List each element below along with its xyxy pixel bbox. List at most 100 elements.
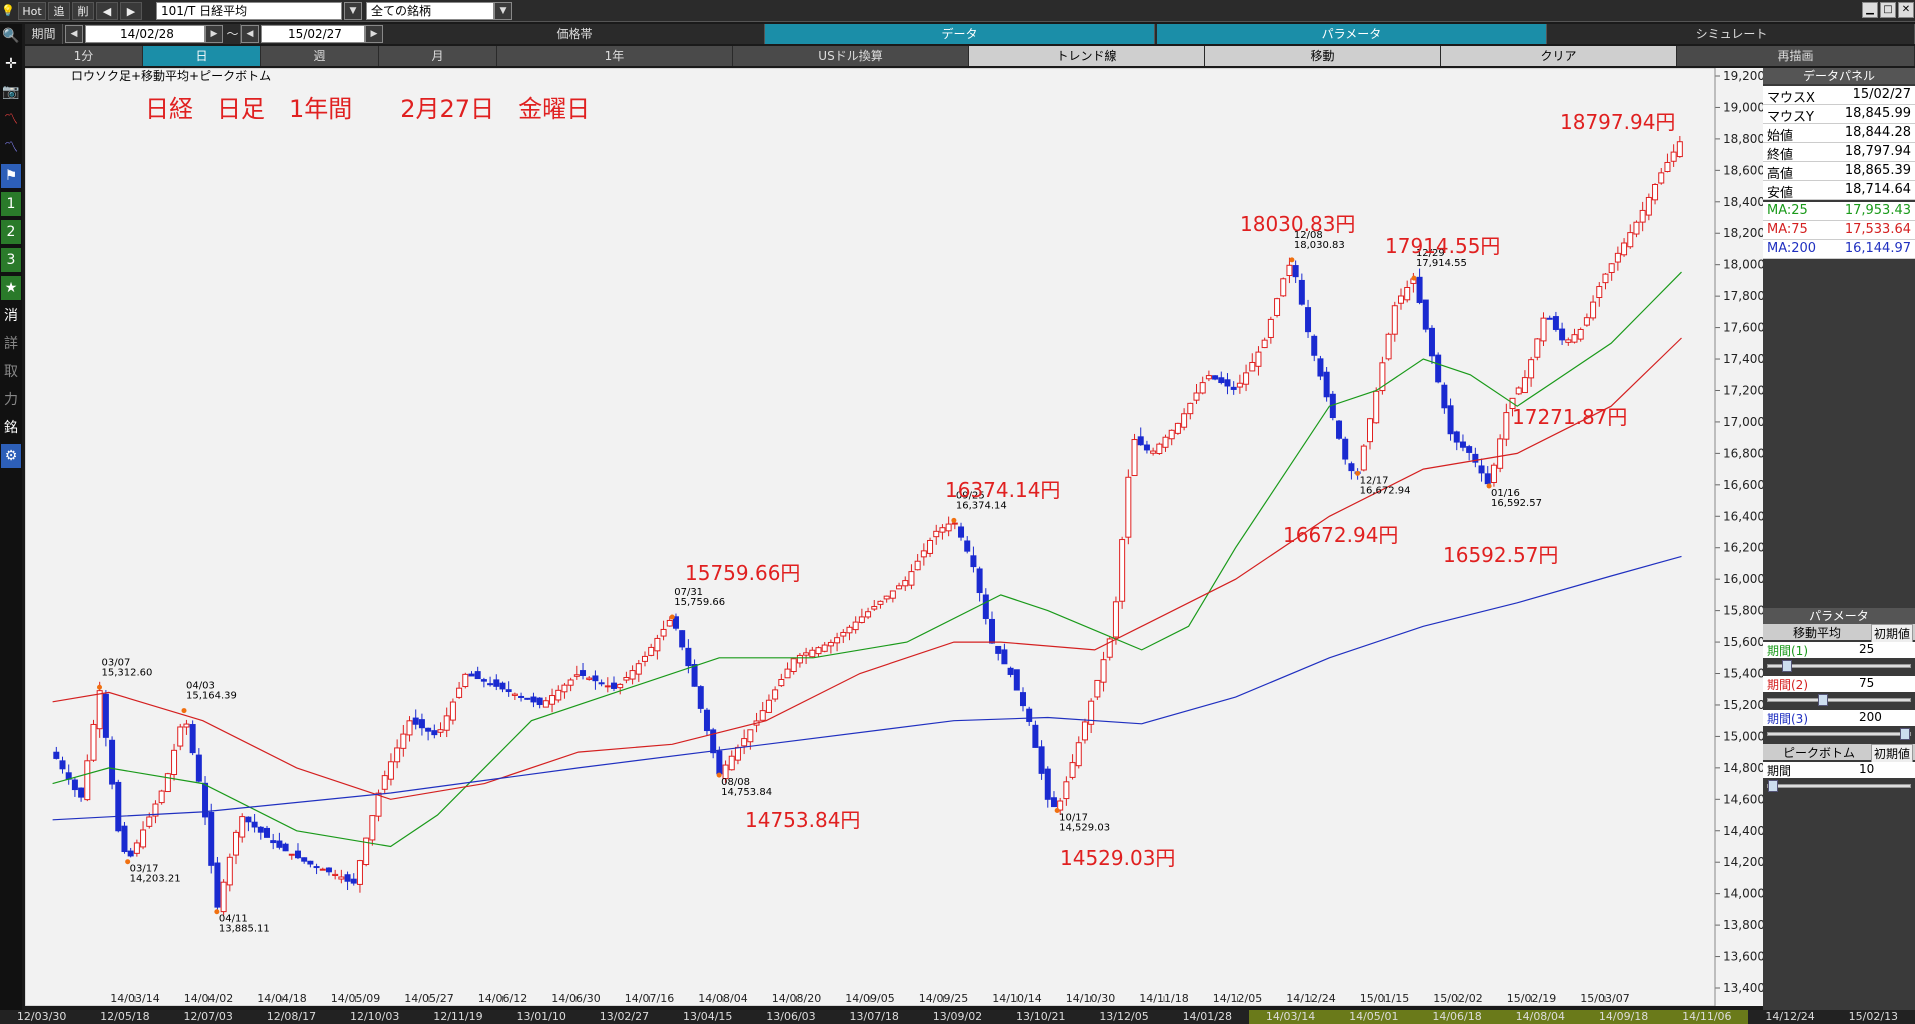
move-button[interactable]: 移動 (1205, 46, 1441, 66)
ma-period1-knob[interactable] (1782, 660, 1792, 672)
candle-body (1057, 800, 1064, 811)
tab-weekly[interactable]: 週 (261, 46, 379, 66)
candle-body (970, 555, 977, 568)
minimize-icon[interactable]: ▁ (1862, 2, 1878, 18)
usd-convert-button[interactable]: USドル換算 (733, 46, 969, 66)
symbol-dropdown-icon[interactable]: ▼ (344, 2, 362, 20)
maximize-icon[interactable]: □ (1880, 2, 1896, 18)
next-symbol-icon[interactable]: ▶ (120, 2, 142, 20)
from-next-icon[interactable]: ▶ (205, 25, 223, 43)
data-panel: データパネル マウスX 15/02/27 マウスY 18,845.99 始値 18,844… (1763, 68, 1915, 1024)
from-date-input[interactable]: 14/02/28 (85, 25, 205, 43)
candle-body (1137, 436, 1144, 446)
data-row-label: 高値 (1767, 167, 1794, 182)
tsui-button[interactable]: 追 (48, 2, 70, 20)
preset-3-button[interactable]: 3 (1, 248, 21, 272)
universe-select[interactable]: 全ての銘柄 (366, 2, 494, 20)
ma-period3-slider[interactable] (1767, 728, 1911, 740)
candle-body (332, 873, 339, 876)
to-prev-icon[interactable]: ◀ (241, 25, 259, 43)
data-row-label: 安値 (1767, 186, 1794, 201)
pb-period-slider[interactable] (1767, 780, 1911, 792)
tab-1year[interactable]: 1年 (497, 46, 733, 66)
peak-value-label: 16,672.94 (1360, 485, 1411, 496)
peak-value-label: 14,203.21 (130, 874, 181, 885)
tab-daily[interactable]: 日 (143, 46, 261, 66)
simulate-tab[interactable]: シミュレート (1549, 24, 1915, 44)
symbol-input[interactable]: 101/T 日経平均 (156, 2, 342, 20)
data-row-value: 18,865.39 (1844, 163, 1911, 178)
candle-body (1435, 354, 1442, 383)
candle-body (1112, 601, 1119, 638)
candle-body (1075, 742, 1082, 767)
candle-body (1261, 339, 1268, 349)
pb-period-knob[interactable] (1768, 780, 1778, 792)
pb-period-value[interactable]: 10 (1859, 762, 1875, 776)
indicator-icon[interactable]: 〽 (4, 140, 18, 156)
candle-body (1534, 338, 1541, 358)
camera-icon[interactable]: 📷 (2, 84, 20, 100)
ma-period2-knob[interactable] (1818, 694, 1828, 706)
x-tick-label: 14/12/24 (1286, 992, 1335, 1005)
ma-period3-knob[interactable] (1900, 728, 1910, 740)
candle-body (1026, 708, 1033, 722)
ma-period2-slider[interactable] (1767, 694, 1911, 706)
candle-body (1373, 390, 1380, 424)
candle-body (1106, 638, 1113, 658)
preset-1-button[interactable]: 1 (1, 192, 21, 216)
candle-body (431, 730, 438, 736)
candle-body (276, 840, 283, 848)
ma-period2-value[interactable]: 75 (1859, 676, 1875, 690)
ma-period3-value[interactable]: 200 (1859, 710, 1882, 724)
delete-button[interactable]: 削 (72, 2, 94, 20)
ma-reset-button[interactable]: 初期値 (1870, 624, 1913, 643)
candle-body (1286, 264, 1293, 277)
data-row-3: 終値 18,797.94 (1763, 143, 1915, 163)
stock-button[interactable]: 銘 (4, 420, 18, 436)
trade-button[interactable]: 取 (4, 364, 18, 380)
y-tick-label: 14,400 (1723, 824, 1765, 838)
power-button[interactable]: 力 (4, 392, 18, 408)
hot-button[interactable]: Hot (18, 2, 46, 20)
tab-1min[interactable]: 1分 (25, 46, 143, 66)
params-tab[interactable]: パラメータ (1157, 24, 1547, 44)
crosshair-icon[interactable]: ✛ (5, 56, 17, 72)
candle-body (319, 868, 326, 871)
detail-button[interactable]: 詳 (4, 336, 18, 352)
overview-date: 12/10/03 (349, 1010, 400, 1023)
erase-button[interactable]: 消 (4, 308, 18, 324)
clear-button[interactable]: クリア (1441, 46, 1677, 66)
candle-body (443, 715, 450, 731)
prev-symbol-icon[interactable]: ◀ (96, 2, 118, 20)
candle-body (400, 733, 407, 749)
candle-body (449, 701, 456, 721)
overview-date-bar[interactable]: 12/03/30 12/05/18 12/07/03 12/08/17 12/10/03… (0, 1010, 1915, 1024)
trendline-button[interactable]: トレンド線 (969, 46, 1205, 66)
universe-dropdown-icon[interactable]: ▼ (494, 2, 512, 20)
candle-body (233, 831, 240, 856)
x-tick-label: 15/01/15 (1360, 992, 1409, 1005)
star-icon[interactable]: ★ (1, 276, 21, 300)
candle-body (1150, 450, 1157, 454)
gear-icon[interactable]: ⚙ (1, 444, 21, 468)
period-prev-icon[interactable]: ◀ (65, 25, 83, 43)
data-tab[interactable]: データ (765, 24, 1155, 44)
bulb-icon[interactable]: 💡 (0, 2, 16, 20)
search-icon[interactable]: 🔍 (2, 28, 20, 44)
redraw-button[interactable]: 再描画 (1677, 46, 1915, 66)
preset-2-button[interactable]: 2 (1, 220, 21, 244)
to-next-icon[interactable]: ▶ (365, 25, 383, 43)
pb-reset-button[interactable]: 初期値 (1870, 744, 1913, 763)
close-icon[interactable]: ✕ (1898, 2, 1914, 18)
ma-period1-slider[interactable] (1767, 660, 1911, 672)
ma-period1-value[interactable]: 25 (1859, 642, 1875, 656)
line-chart-icon[interactable]: 〽 (4, 112, 18, 128)
candle-body (1069, 762, 1076, 778)
price-band-tab[interactable]: 価格帯 (385, 24, 765, 44)
price-chart[interactable]: 19,200 19,000 18,800 18,600 18,400 18,200 18,0… (25, 68, 1765, 1006)
flag-icon[interactable]: ⚑ (1, 164, 21, 188)
tab-monthly[interactable]: 月 (379, 46, 497, 66)
y-tick-label: 13,800 (1723, 918, 1765, 932)
to-date-input[interactable]: 15/02/27 (261, 25, 365, 43)
overview-date: 13/02/27 (599, 1010, 650, 1023)
